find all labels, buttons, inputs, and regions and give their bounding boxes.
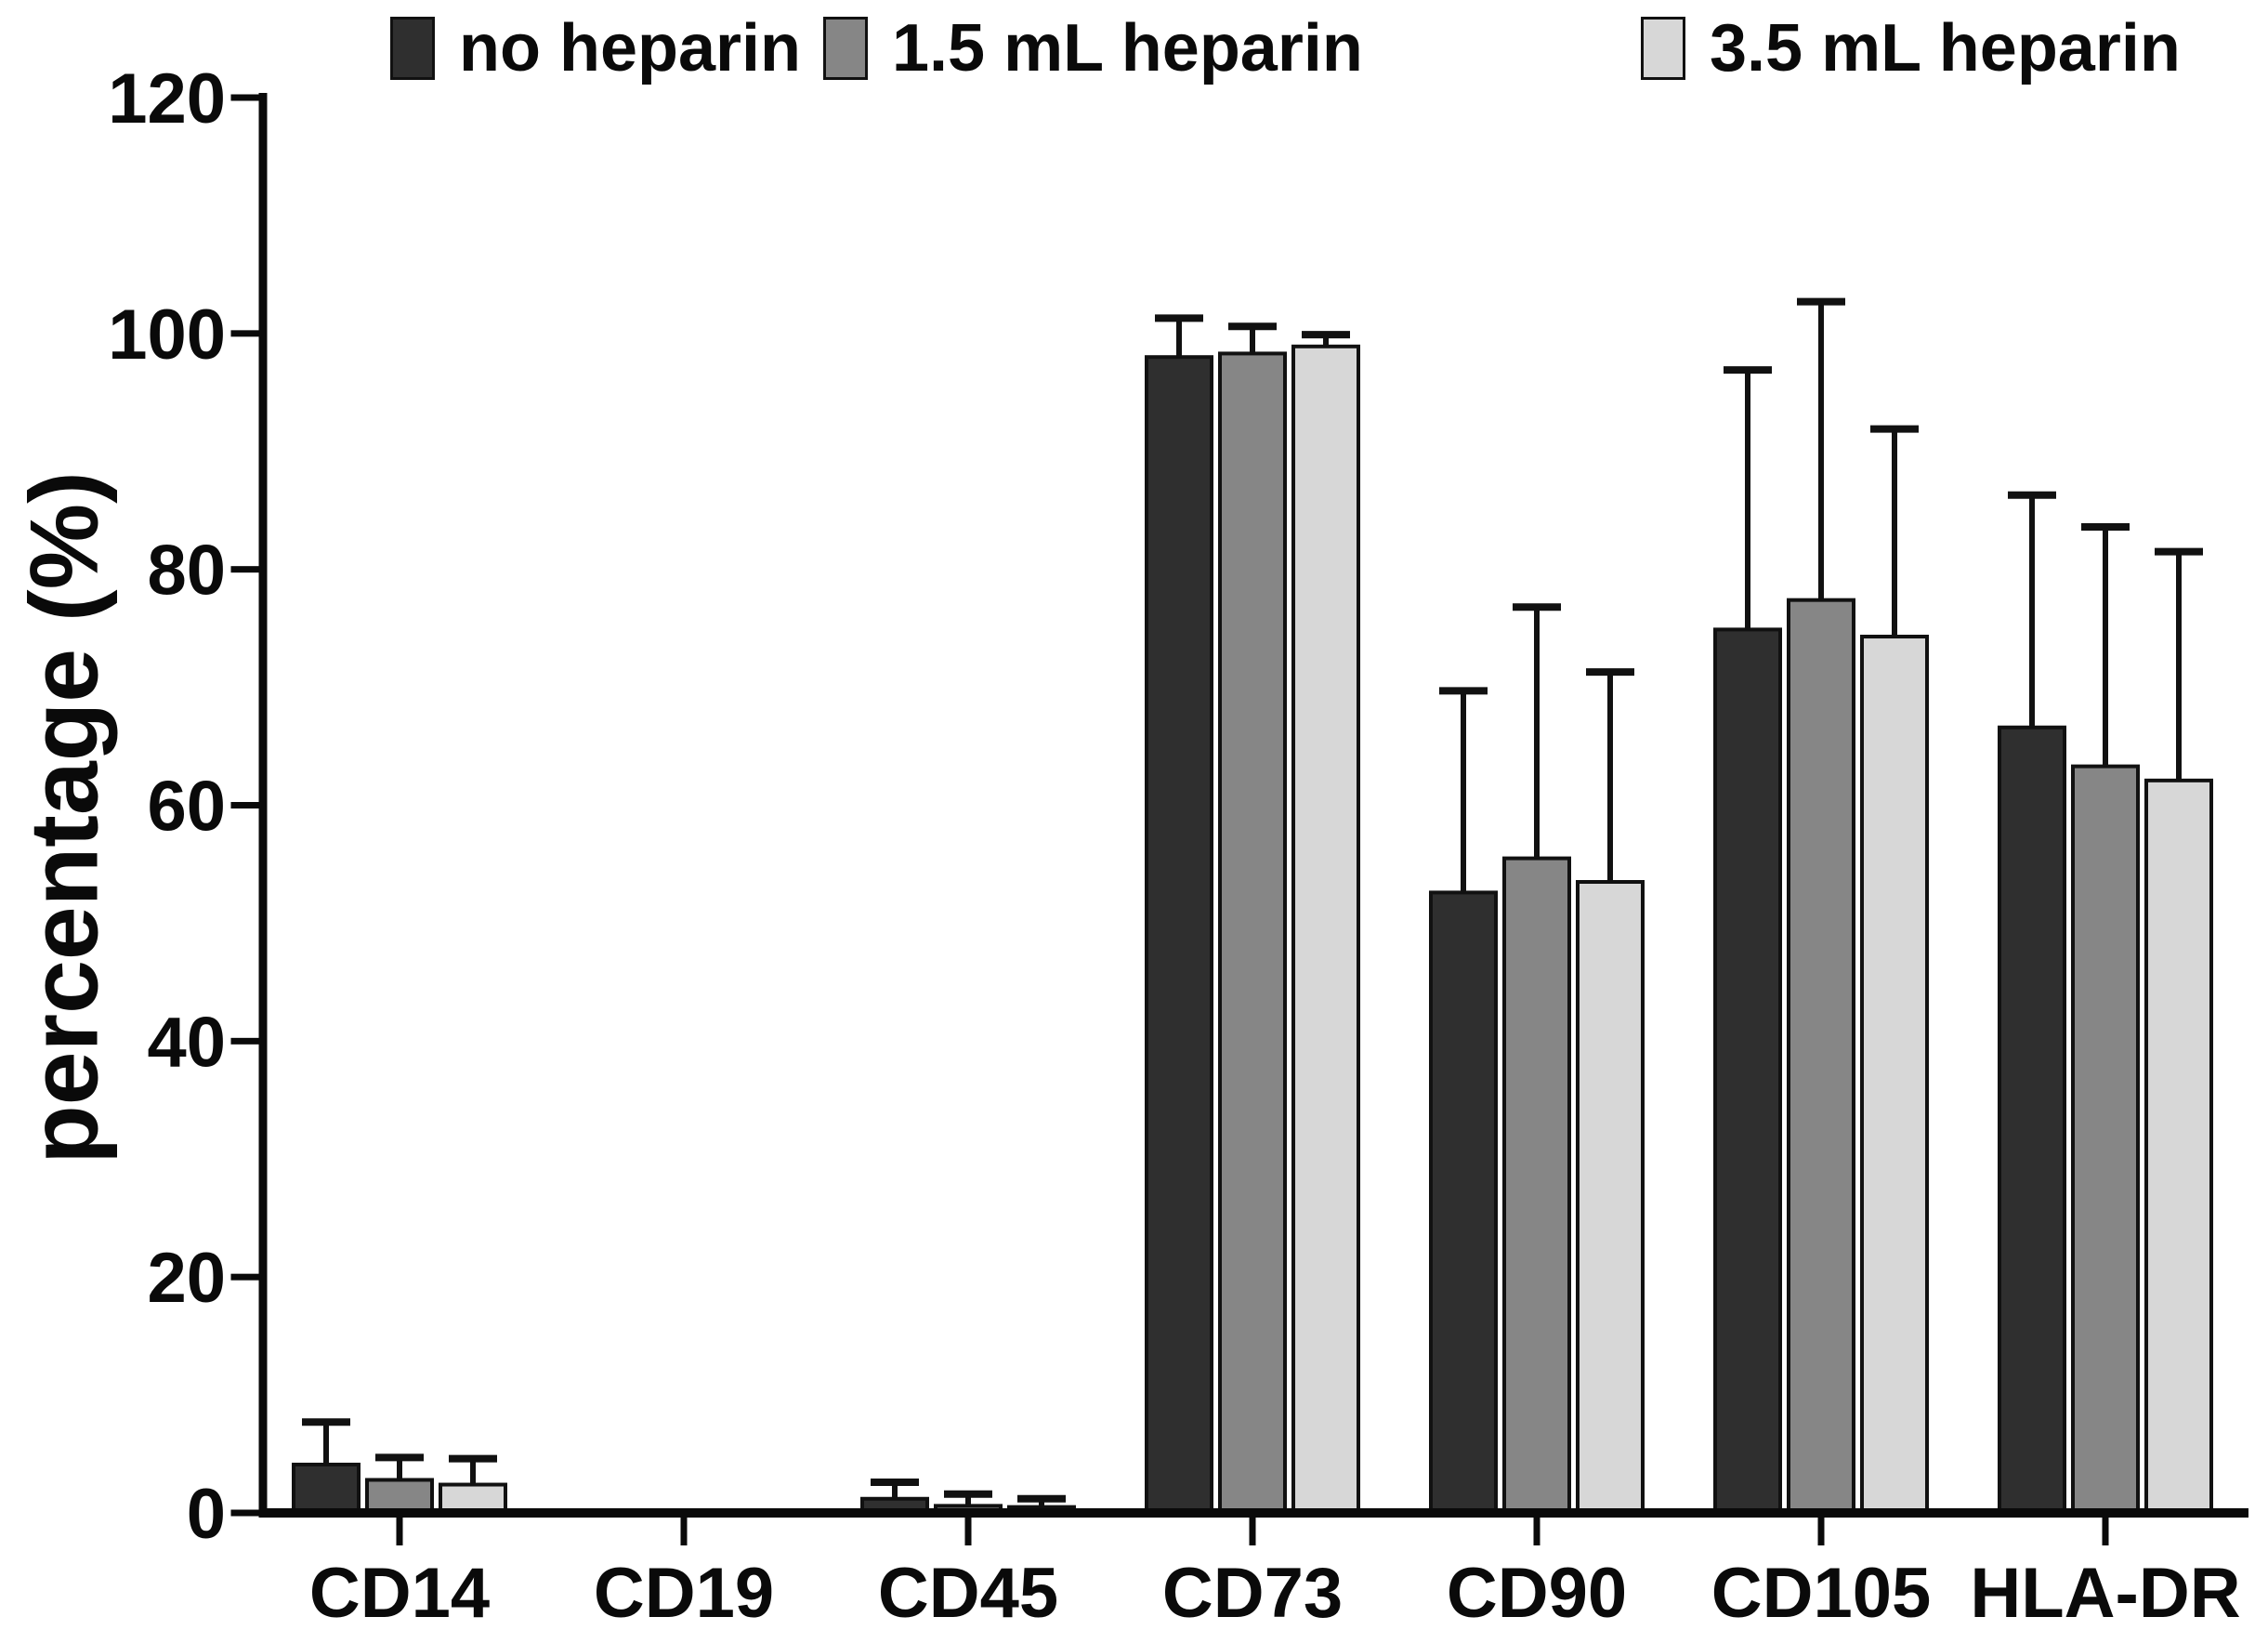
x-category-label-hla-dr: HLA-DR [1970, 1554, 2240, 1630]
x-tick-cd19 [680, 1518, 688, 1545]
y-axis-line [258, 93, 268, 1518]
x-tick-cd73 [1249, 1518, 1256, 1545]
bar-cd90-series-0 [1429, 890, 1498, 1515]
y-axis-title: percentage (%) [10, 471, 119, 1164]
y-tick-60 [230, 802, 259, 808]
bar-hla-dr-series-2 [2144, 778, 2213, 1515]
y-tick-80 [230, 566, 259, 573]
y-tick-20 [230, 1273, 259, 1281]
legend-swatch-no-heparin [390, 17, 435, 80]
legend-swatch-1-5-ml-heparin [823, 17, 868, 80]
bar-cd73-series-1 [1218, 351, 1287, 1515]
x-tick-hla-dr [2102, 1518, 2109, 1545]
legend-label-no-heparin: no heparin [459, 11, 802, 85]
bar-cd105-series-0 [1713, 627, 1782, 1515]
bar-hla-dr-series-1 [2071, 764, 2140, 1515]
x-tick-cd90 [1533, 1518, 1540, 1545]
bar-cd14-series-1 [365, 1478, 434, 1516]
x-category-label-cd105: CD105 [1711, 1554, 1932, 1630]
legend-label-3-5-ml-heparin: 3.5 mL heparin [1710, 11, 2181, 85]
x-axis-line [258, 1508, 2248, 1518]
bar-cd14-series-2 [439, 1482, 507, 1516]
x-category-label-cd73: CD73 [1162, 1554, 1343, 1630]
y-tick-0 [230, 1509, 259, 1517]
y-tick-label-20: 20 [147, 1239, 226, 1318]
x-tick-cd14 [396, 1518, 403, 1545]
y-tick-label-120: 120 [108, 59, 226, 138]
y-tick-label-60: 60 [147, 768, 226, 847]
y-tick-120 [230, 94, 259, 101]
bar-cd105-series-2 [1860, 635, 1929, 1515]
bar-cd14-series-0 [292, 1462, 361, 1515]
y-tick-label-40: 40 [147, 1003, 226, 1082]
legend-item-3-5-ml-heparin: 3.5 mL heparin [1641, 11, 2181, 85]
x-category-label-cd90: CD90 [1447, 1554, 1627, 1630]
legend-label-1-5-ml-heparin: 1.5 mL heparin [892, 11, 1363, 85]
y-tick-label-100: 100 [108, 296, 226, 375]
legend-swatch-3-5-ml-heparin [1641, 17, 1685, 80]
y-tick-40 [230, 1037, 259, 1045]
chart-legend: no heparin 1.5 mL heparin 3.5 mL heparin [0, 0, 2268, 102]
y-tick-label-80: 80 [147, 532, 226, 611]
y-tick-100 [230, 330, 259, 337]
x-tick-cd45 [964, 1518, 972, 1545]
legend-item-no-heparin: no heparin [390, 11, 801, 85]
bar-cd73-series-2 [1291, 344, 1360, 1515]
x-category-label-cd14: CD14 [309, 1554, 490, 1630]
bar-cd73-series-0 [1145, 355, 1213, 1515]
bar-cd90-series-1 [1502, 856, 1571, 1515]
bar-hla-dr-series-0 [1998, 725, 2066, 1515]
bar-cd90-series-2 [1576, 879, 1645, 1515]
x-tick-cd105 [1817, 1518, 1825, 1545]
bar-cd105-series-1 [1787, 598, 1855, 1515]
x-category-label-cd19: CD19 [594, 1554, 774, 1630]
x-category-label-cd45: CD45 [878, 1554, 1058, 1630]
y-tick-label-0: 0 [187, 1475, 226, 1554]
legend-item-1-5-ml-heparin: 1.5 mL heparin [823, 11, 1363, 85]
